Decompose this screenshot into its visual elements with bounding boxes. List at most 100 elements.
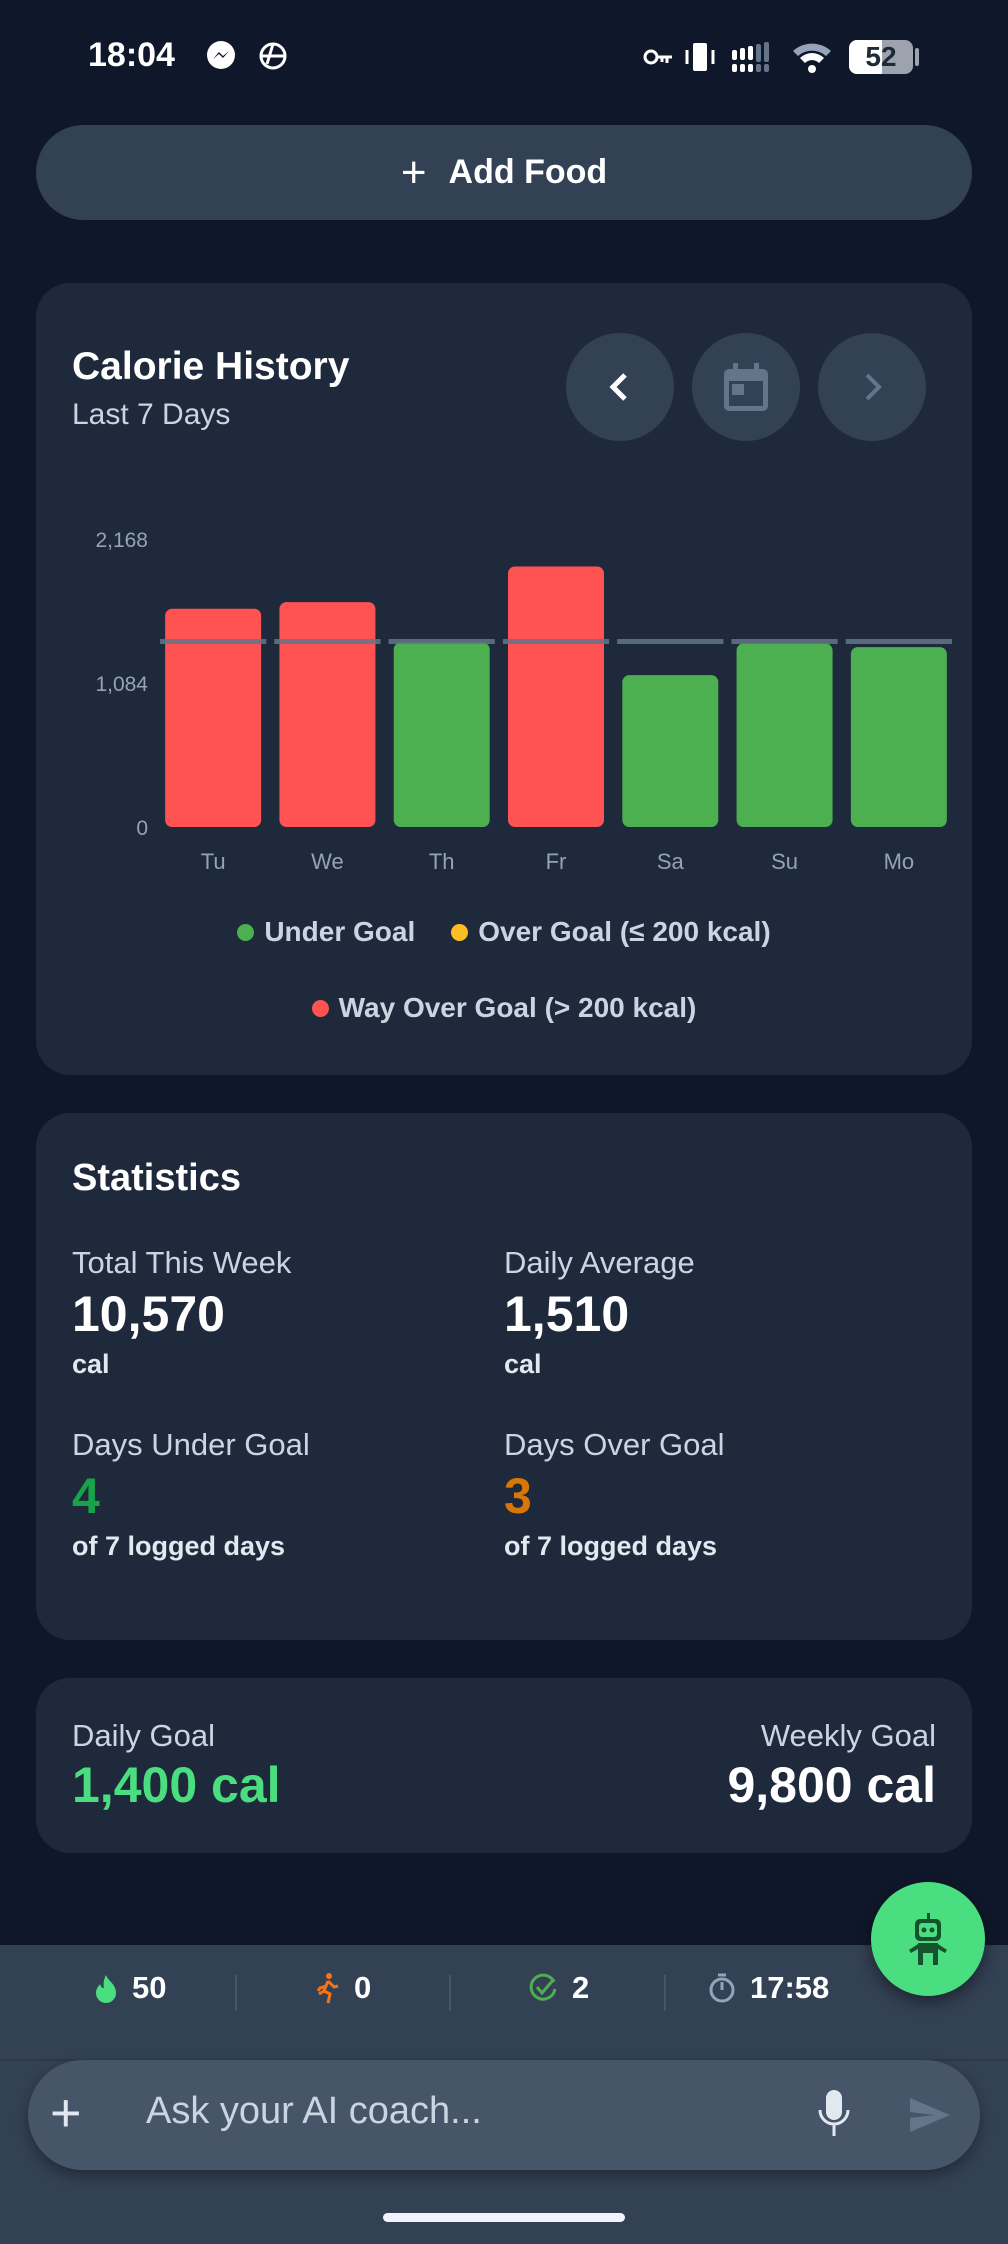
activity-stat[interactable]: 0 xyxy=(314,1970,371,2006)
wifi-icon xyxy=(793,43,831,73)
chat-placeholder[interactable]: Ask your AI coach... xyxy=(146,2090,482,2132)
statistics-title: Statistics xyxy=(72,1157,241,1199)
daily-goal-label: Daily Goal xyxy=(72,1718,215,1753)
check-circle-icon xyxy=(529,1973,557,2001)
timer-value: 17:58 xyxy=(750,1970,830,2005)
goal-line-segment xyxy=(502,639,610,645)
status-time: 18:04 xyxy=(88,36,175,74)
chevron-left-icon xyxy=(609,373,627,401)
legend-dot xyxy=(237,923,255,941)
battery-tip xyxy=(915,48,919,66)
card-title: Calorie History xyxy=(72,345,350,388)
divider xyxy=(664,1975,666,2011)
y-tick-label: 0 xyxy=(136,817,148,840)
divider xyxy=(449,1975,451,2011)
stat-days-over: Days Over Goal 3 of 7 logged days xyxy=(504,1427,725,1562)
x-tick-label: Sa xyxy=(657,849,685,873)
stat-label: Total This Week xyxy=(72,1245,292,1280)
bar-th xyxy=(393,642,490,827)
bar-mo xyxy=(850,647,947,827)
bar-tu xyxy=(165,608,262,827)
messenger-icon xyxy=(207,41,235,69)
microphone-icon[interactable] xyxy=(816,2088,852,2140)
robot-icon xyxy=(909,1913,947,1965)
x-tick-label: Tu xyxy=(201,849,226,873)
ai-coach-input[interactable]: + Ask your AI coach... xyxy=(28,2060,980,2170)
plus-icon: + xyxy=(400,147,427,197)
x-tick-label: Su xyxy=(771,849,798,873)
goal-line-segment xyxy=(731,639,838,645)
stat-value: 1,510 xyxy=(504,1286,630,1342)
stat-label: Daily Average xyxy=(504,1245,695,1280)
legend-over-goal: Over Goal (≤ 200 kcal) xyxy=(451,916,771,948)
timer-stat[interactable]: 17:58 xyxy=(708,1970,829,2006)
y-tick-label: 2,168 xyxy=(95,529,148,552)
bar-sa xyxy=(622,675,719,827)
goal-line-segment xyxy=(388,639,495,645)
legend-dot xyxy=(451,923,469,941)
calendar-icon xyxy=(724,363,768,411)
x-tick-label: Th xyxy=(429,849,455,873)
running-icon xyxy=(316,1973,339,2004)
signal-icon xyxy=(732,42,769,72)
stopwatch-icon xyxy=(709,1973,735,2003)
stat-label: Days Under Goal xyxy=(72,1427,310,1462)
y-tick-label: 1,084 xyxy=(95,673,148,696)
stat-value: 4 xyxy=(72,1468,100,1524)
home-indicator[interactable] xyxy=(383,2213,625,2222)
bar-we xyxy=(279,602,376,827)
stat-days-under: Days Under Goal 4 of 7 logged days xyxy=(72,1427,310,1562)
goal-line-segment xyxy=(845,639,952,645)
attach-plus-icon[interactable]: + xyxy=(50,2083,82,2143)
send-icon[interactable] xyxy=(908,2096,952,2134)
streak-value: 50 xyxy=(132,1970,167,2005)
stat-sub: of 7 logged days xyxy=(504,1531,718,1561)
legend-dot xyxy=(311,999,329,1017)
calorie-history-card: Calorie History Last 7 Days 2,168 1,084 0 T… xyxy=(36,283,972,1075)
daily-goal-value: 1,400 cal xyxy=(72,1757,281,1813)
bar-su xyxy=(736,643,833,827)
statistics-card: Statistics Total This Week 10,570 cal Da… xyxy=(36,1113,972,1640)
calendar-button[interactable] xyxy=(692,333,800,441)
goal-line-segment xyxy=(274,639,381,645)
legend-label: Under Goal xyxy=(264,916,416,947)
activity-value: 0 xyxy=(354,1970,372,2005)
stat-total: Total This Week 10,570 cal xyxy=(72,1245,291,1380)
divider xyxy=(235,1975,237,2011)
weekly-goal: Weekly Goal 9,800 cal xyxy=(727,1718,936,1814)
stat-sub: of 7 logged days xyxy=(72,1531,286,1561)
daily-goal: Daily Goal 1,400 cal xyxy=(72,1718,281,1814)
add-food-label: Add Food xyxy=(448,153,608,191)
weekly-goal-value: 9,800 cal xyxy=(727,1757,936,1813)
legend-row-1: Under Goal Over Goal (≤ 200 kcal) xyxy=(36,916,972,948)
stat-value: 3 xyxy=(504,1468,532,1524)
x-tick-label: We xyxy=(311,849,344,873)
next-week-button[interactable] xyxy=(818,333,926,441)
stat-average: Daily Average 1,510 cal xyxy=(504,1245,695,1380)
stat-value: 10,570 xyxy=(72,1286,225,1342)
battery-level: 52 xyxy=(865,41,897,72)
add-food-button[interactable]: + Add Food xyxy=(36,125,972,220)
chevron-right-icon xyxy=(865,373,882,401)
legend-under-goal: Under Goal xyxy=(237,916,415,948)
vibrate-icon xyxy=(685,43,715,71)
flame-icon xyxy=(96,1975,116,2003)
ai-coach-fab[interactable] xyxy=(871,1882,985,1996)
calorie-bar-chart: 2,168 1,084 0 Tu We Th Fr Sa Su Mo xyxy=(95,529,952,873)
vpn-key-icon xyxy=(643,49,672,65)
status-bar: 18:04 52 xyxy=(0,0,1008,115)
battery-icon: 52 xyxy=(849,40,913,74)
legend-label: Over Goal (≤ 200 kcal) xyxy=(478,916,771,947)
legend-label: Way Over Goal (> 200 kcal) xyxy=(338,992,697,1023)
goal-line-segment xyxy=(617,639,724,645)
stat-unit: cal xyxy=(72,1349,110,1379)
streak-stat[interactable]: 50 xyxy=(94,1970,166,2006)
stat-label: Days Over Goal xyxy=(504,1427,725,1462)
completed-stat[interactable]: 2 xyxy=(528,1970,589,2006)
bar-fr xyxy=(508,566,604,827)
x-tick-label: Fr xyxy=(546,849,567,873)
app-notification-icon xyxy=(259,42,287,70)
x-tick-label: Mo xyxy=(884,849,915,873)
previous-week-button[interactable] xyxy=(566,333,674,441)
completed-value: 2 xyxy=(572,1970,590,2005)
